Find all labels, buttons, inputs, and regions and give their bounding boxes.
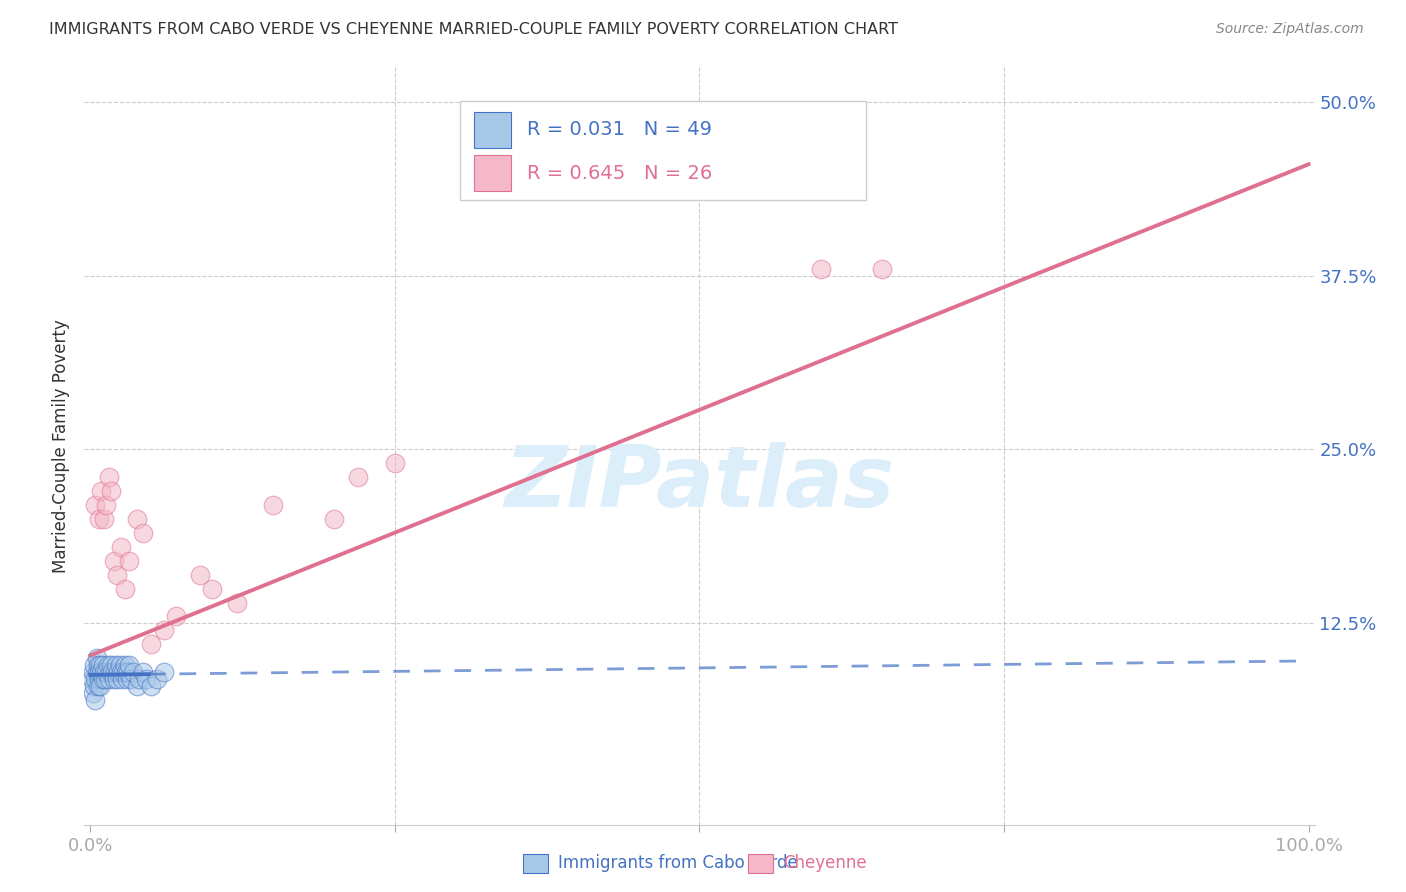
Point — [87, 512, 110, 526]
Point — [870, 261, 893, 276]
Point — [112, 665, 135, 679]
Point — [96, 658, 118, 673]
Point — [87, 665, 110, 679]
Point — [114, 582, 136, 596]
Point — [90, 665, 112, 679]
Point — [122, 665, 145, 679]
Point — [114, 665, 136, 679]
Point — [135, 672, 157, 686]
FancyBboxPatch shape — [460, 101, 866, 200]
Text: R = 0.031   N = 49: R = 0.031 N = 49 — [527, 120, 713, 139]
Text: Source: ZipAtlas.com: Source: ZipAtlas.com — [1216, 22, 1364, 37]
Point — [117, 665, 139, 679]
Point — [84, 693, 107, 707]
Point — [87, 679, 110, 693]
Point — [108, 658, 131, 673]
Point — [91, 658, 114, 673]
Point — [120, 672, 142, 686]
Point — [201, 582, 224, 596]
Point — [384, 456, 406, 470]
Point — [83, 679, 105, 693]
Point — [90, 484, 112, 499]
Point — [84, 498, 107, 512]
Point — [323, 512, 346, 526]
Text: ZIPatlas: ZIPatlas — [505, 442, 894, 525]
Point — [225, 595, 247, 609]
Point — [810, 261, 832, 276]
Point — [91, 672, 114, 686]
Point — [97, 470, 120, 484]
Point — [104, 665, 127, 679]
Bar — [474, 112, 512, 148]
Point — [98, 665, 121, 679]
Point — [188, 567, 211, 582]
Text: R = 0.645   N = 26: R = 0.645 N = 26 — [527, 163, 713, 183]
Point — [103, 554, 125, 568]
Point — [80, 672, 103, 686]
Point — [97, 672, 120, 686]
Text: Immigrants from Cabo Verde: Immigrants from Cabo Verde — [558, 854, 799, 871]
Point — [128, 672, 150, 686]
Point — [100, 484, 122, 499]
Y-axis label: Married-Couple Family Poverty: Married-Couple Family Poverty — [52, 319, 70, 573]
Point — [262, 498, 284, 512]
Point — [89, 679, 111, 693]
Text: Cheyenne: Cheyenne — [783, 854, 866, 871]
Point — [87, 672, 110, 686]
Point — [110, 540, 132, 554]
Point — [141, 637, 163, 651]
Point — [152, 624, 174, 638]
Point — [96, 665, 118, 679]
Point — [83, 658, 105, 673]
Text: IMMIGRANTS FROM CABO VERDE VS CHEYENNE MARRIED-COUPLE FAMILY POVERTY CORRELATION: IMMIGRANTS FROM CABO VERDE VS CHEYENNE M… — [49, 22, 898, 37]
Point — [86, 651, 108, 665]
Point — [103, 672, 125, 686]
Point — [152, 665, 174, 679]
Point — [118, 658, 141, 673]
Point — [94, 672, 117, 686]
Point — [347, 470, 370, 484]
Point — [96, 498, 118, 512]
Point — [141, 679, 163, 693]
Point — [82, 686, 104, 700]
Point — [89, 658, 111, 673]
Point — [110, 665, 132, 679]
Point — [165, 609, 187, 624]
Point — [125, 679, 148, 693]
Point — [115, 672, 138, 686]
Point — [86, 665, 108, 679]
Point — [84, 672, 107, 686]
Bar — [474, 155, 512, 191]
Point — [100, 658, 122, 673]
Point — [132, 665, 155, 679]
Point — [111, 672, 134, 686]
Point — [105, 658, 128, 673]
Point — [107, 665, 129, 679]
Point — [132, 525, 155, 540]
Point — [105, 567, 128, 582]
Point — [125, 512, 148, 526]
Point — [87, 658, 110, 673]
Point — [101, 665, 124, 679]
Point — [93, 512, 115, 526]
Point — [82, 665, 104, 679]
Point — [114, 658, 136, 673]
Point — [93, 665, 115, 679]
Point — [105, 672, 128, 686]
Point — [146, 672, 169, 686]
Point — [118, 554, 141, 568]
